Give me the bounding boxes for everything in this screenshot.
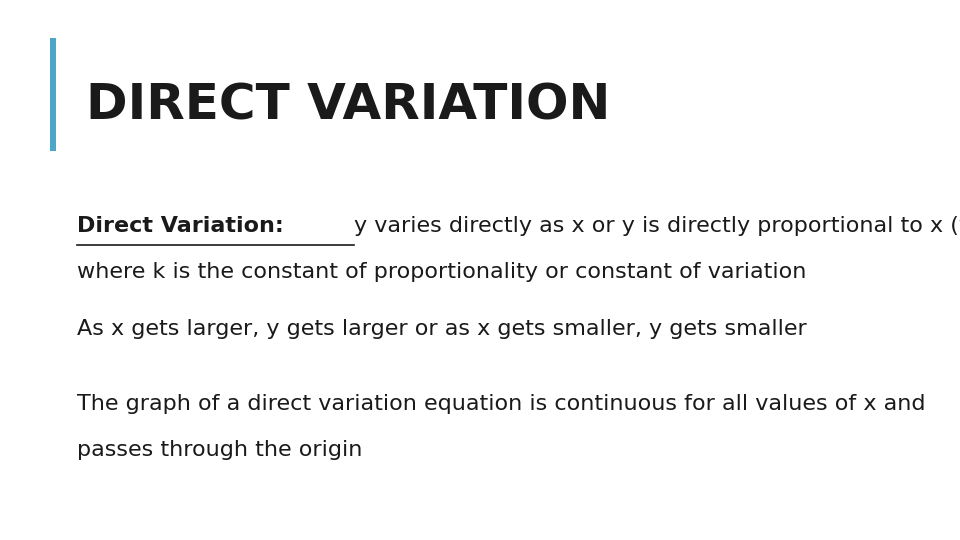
Text: Direct Variation:: Direct Variation: — [77, 216, 291, 236]
Text: where k is the constant of proportionality or constant of variation: where k is the constant of proportionali… — [77, 262, 806, 282]
Text: passes through the origin: passes through the origin — [77, 440, 362, 460]
Text: As x gets larger, y gets larger or as x gets smaller, y gets smaller: As x gets larger, y gets larger or as x … — [77, 319, 806, 339]
Text: y varies directly as x or y is directly proportional to x (y=kx): y varies directly as x or y is directly … — [353, 216, 960, 236]
Text: The graph of a direct variation equation is continuous for all values of x and: The graph of a direct variation equation… — [77, 394, 925, 414]
Text: DIRECT VARIATION: DIRECT VARIATION — [86, 81, 611, 129]
FancyBboxPatch shape — [50, 38, 56, 151]
